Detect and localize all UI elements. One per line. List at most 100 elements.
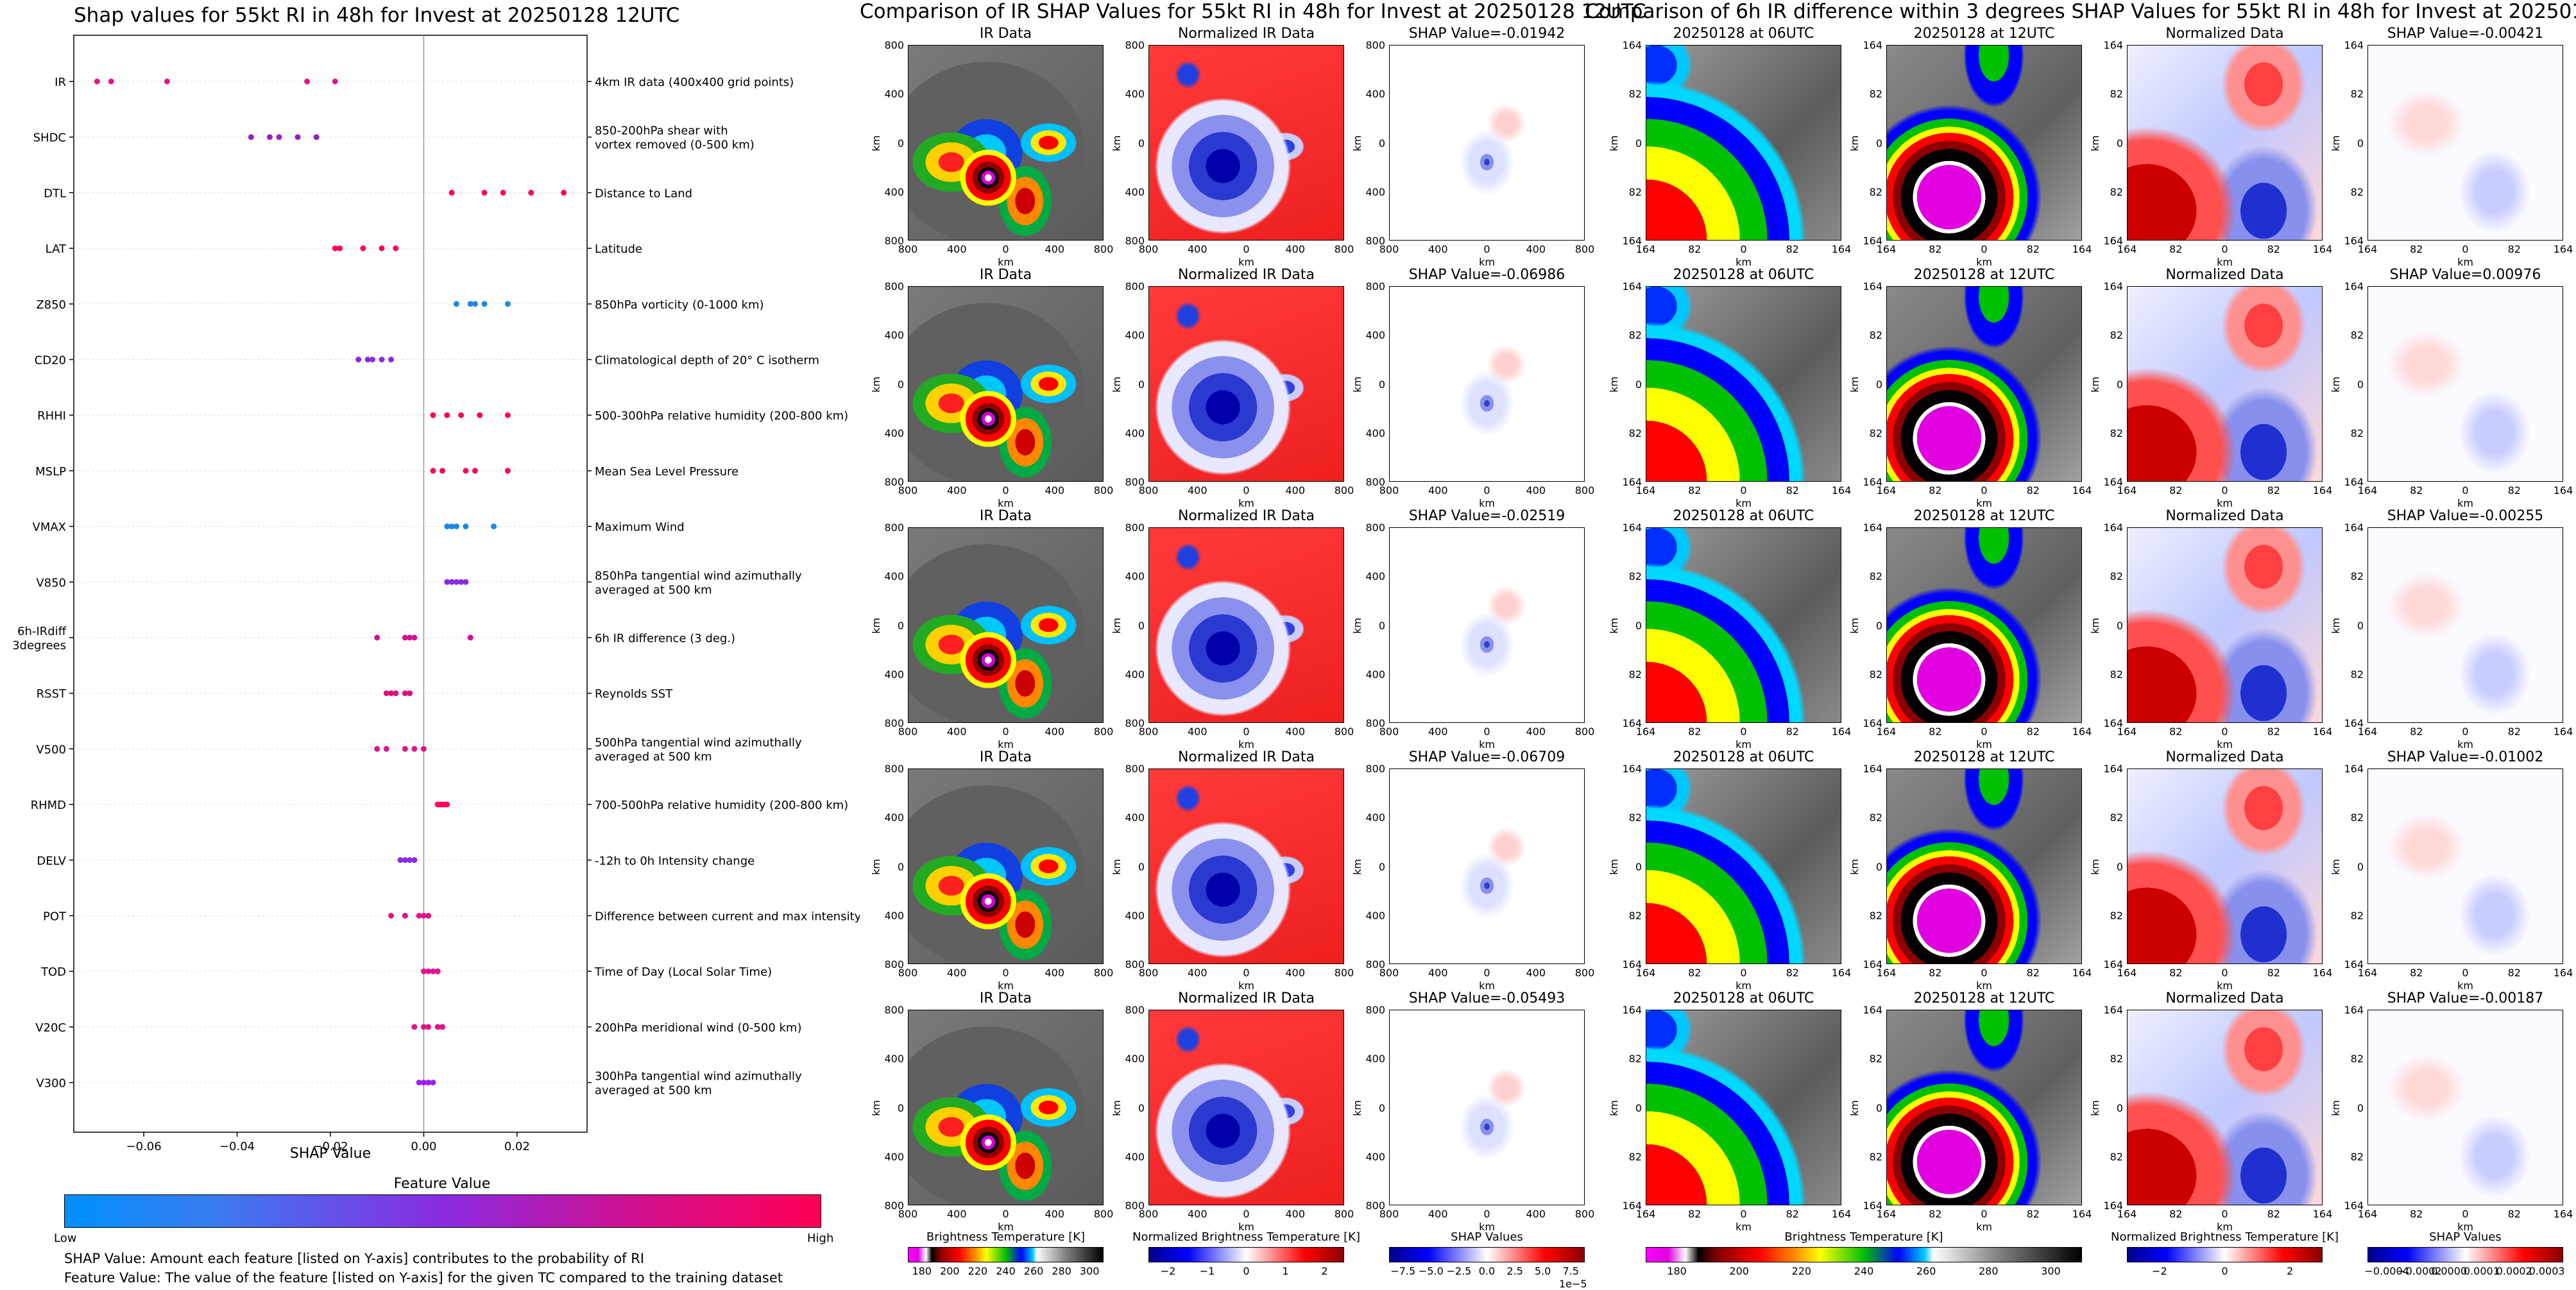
x-tick-label: 400: [1045, 243, 1065, 255]
x-tick-label: 82: [2410, 484, 2423, 496]
x-tick-label: 82: [2267, 726, 2280, 738]
x-axis-label: km: [998, 980, 1014, 992]
shap-point: [411, 745, 418, 752]
x-tick-label: 164: [1635, 1208, 1656, 1220]
shap-point: [248, 134, 254, 140]
shap-point: [393, 690, 399, 697]
y-tick-label: 800: [1365, 1004, 1385, 1016]
y-axis-label: km: [1110, 1099, 1123, 1116]
y-tick-label: 82: [2110, 329, 2123, 342]
y-axis-label: km: [1848, 1099, 1861, 1116]
x-tick-label: 0: [1243, 484, 1250, 496]
colorbar-label: Brightness Temperature [K]: [1784, 1230, 1943, 1244]
x-tick-label: −0.06: [126, 1140, 162, 1153]
x-tick-label: 164: [2072, 726, 2092, 738]
colorbar-tick-label: 0: [2221, 1265, 2228, 1277]
diff-image-panel: [1886, 768, 2082, 964]
x-tick-label: −0.02: [312, 1140, 348, 1153]
y-tick-label: 164: [1863, 958, 1882, 971]
x-tick-label: 82: [2410, 1208, 2423, 1220]
colorbar-tick-label: 280: [1052, 1265, 1071, 1277]
y-tick-label: 164: [2103, 476, 2123, 488]
diff-image-panel: [1646, 768, 1841, 964]
x-axis-label: km: [2217, 738, 2233, 751]
x-tick-label: 400: [1045, 484, 1065, 496]
shap-point: [430, 1080, 436, 1086]
feature-description: 500-300hPa relative humidity (200-800 km…: [595, 409, 848, 423]
shap-point: [453, 579, 459, 585]
y-tick-label: 0: [897, 619, 904, 632]
feature-label: TOD: [40, 965, 66, 979]
diff-image-panel: [2367, 45, 2563, 241]
x-tick-label: 164: [2553, 726, 2573, 738]
x-axis-label: km: [1976, 980, 1992, 992]
x-tick-label: 82: [1929, 726, 1942, 738]
y-tick-label: 800: [1125, 763, 1145, 775]
colorbar-tick-label: 0.0000: [2431, 1265, 2468, 1277]
x-axis-label: km: [998, 738, 1014, 751]
shap-point: [463, 468, 469, 474]
shap-point: [337, 245, 343, 251]
feature-description: Mean Sea Level Pressure: [595, 465, 738, 479]
diff-panel-title: 20250128 at 12UTC: [1913, 508, 2055, 524]
colorbar-tick-label: 0: [1243, 1265, 1250, 1277]
feature-description: Latitude: [595, 242, 642, 256]
x-tick-label: 800: [1334, 726, 1354, 738]
x-tick-label: 82: [2410, 967, 2423, 979]
x-tick-label: 164: [1876, 1208, 1897, 1220]
y-tick-label: 164: [1622, 235, 1642, 247]
feature-description: Time of Day (Local Solar Time): [594, 965, 772, 979]
shap-point: [304, 78, 311, 85]
y-tick-label: 400: [1125, 329, 1145, 342]
y-tick-label: 82: [2110, 570, 2123, 583]
y-tick-label: 82: [2110, 668, 2123, 681]
diff-image-panel: [1646, 286, 1841, 482]
shap-point: [332, 245, 338, 251]
shap-point: [444, 579, 450, 585]
y-tick-label: 164: [1622, 763, 1642, 775]
colorbar-tick-label: −2: [1160, 1265, 1176, 1277]
y-tick-label: 800: [884, 717, 904, 729]
colorbar-label: Brightness Temperature [K]: [926, 1230, 1086, 1244]
y-tick-label: 800: [1125, 522, 1145, 534]
colorbar-label: SHAP Values: [1451, 1230, 1523, 1244]
y-tick-label: 800: [1365, 717, 1385, 729]
y-tick-label: 800: [884, 763, 904, 775]
x-tick-label: 82: [1929, 967, 1942, 979]
y-axis-label: km: [869, 376, 882, 393]
colorbar-label: Normalized Brightness Temperature [K]: [2111, 1230, 2339, 1244]
x-tick-label: 164: [1831, 726, 1852, 738]
ir-image-panel: [908, 45, 1104, 241]
diff-image-panel: [2367, 768, 2563, 964]
shap-summary-chart: −0.06 −0.04 −0.02 0.00 0.02 IR SHDC DTL LAT Z850…: [12, 35, 860, 1153]
shap-chart-title: Shap values for 55kt RI in 48h for Inves…: [74, 4, 680, 27]
shap-point: [504, 468, 511, 474]
x-tick-label: 800: [1379, 484, 1399, 496]
feature-description: 850hPa tangential wind azimuthally averag…: [595, 569, 802, 597]
feature-label: 6h-IRdiff 3degrees: [12, 625, 67, 652]
y-tick-label: 82: [1869, 811, 1882, 824]
y-tick-label: 0: [897, 1101, 904, 1114]
y-tick-label: 164: [1863, 1200, 1882, 1212]
feature-label: DELV: [37, 854, 66, 868]
ir-panel-title: Normalized IR Data: [1177, 990, 1315, 1006]
ir-image-panel: [1148, 45, 1344, 241]
y-tick-label: 400: [1365, 185, 1385, 198]
y-tick-label: 164: [1863, 717, 1882, 729]
feature-label: DTL: [44, 187, 66, 200]
y-axis-label: km: [2088, 135, 2101, 151]
feature-label: Z850: [36, 298, 66, 312]
x-tick-label: 400: [946, 967, 967, 979]
y-tick-label: 164: [2103, 958, 2123, 971]
shap-point: [402, 690, 408, 697]
y-tick-label: 164: [1863, 235, 1882, 247]
x-tick-label: 800: [1138, 1208, 1159, 1220]
ir-panel-title: SHAP Value=-0.02519: [1408, 508, 1565, 524]
x-tick-label: 400: [1187, 243, 1207, 255]
y-tick-label: 164: [2344, 717, 2364, 729]
x-tick-label: 0: [1483, 1208, 1490, 1220]
x-tick-label: 800: [1138, 726, 1159, 738]
y-tick-label: 800: [1365, 39, 1385, 51]
shap-point: [416, 1080, 422, 1086]
x-tick-label: 164: [1831, 967, 1852, 979]
